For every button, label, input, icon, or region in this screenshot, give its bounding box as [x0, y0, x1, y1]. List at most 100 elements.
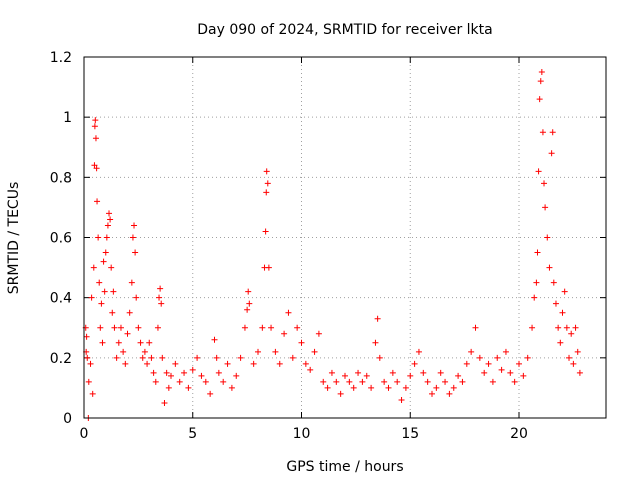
- data-point: [455, 372, 462, 379]
- data-point: [516, 360, 522, 367]
- data-point: [394, 378, 401, 385]
- data-point: [402, 384, 409, 391]
- data-point: [442, 378, 449, 385]
- data-point: [259, 324, 266, 331]
- data-point: [566, 354, 573, 361]
- data-point: [536, 96, 543, 103]
- data-point: [507, 369, 514, 376]
- x-tick-label: 20: [510, 426, 528, 442]
- y-tick-label: 0.2: [50, 351, 72, 367]
- data-point: [557, 339, 564, 346]
- data-point: [485, 360, 492, 367]
- data-point: [552, 300, 559, 307]
- data-point: [87, 360, 94, 367]
- data-point: [494, 354, 501, 361]
- data-point: [268, 324, 275, 331]
- y-axis-label: SRMTID / TECUs: [6, 182, 22, 295]
- axis-tick-labels: 0 5 10 15 20 0 0.2 0.4 0.6 0.8 1 1.2: [50, 50, 528, 442]
- data-point: [302, 360, 309, 367]
- data-point: [263, 168, 270, 175]
- data-point: [189, 366, 196, 373]
- data-point: [150, 369, 157, 376]
- x-axis-label: GPS time / hours: [286, 459, 403, 475]
- data-point: [124, 330, 131, 337]
- data-point: [289, 354, 296, 361]
- data-point: [538, 69, 545, 76]
- data-point: [104, 222, 111, 229]
- data-point: [91, 123, 98, 130]
- data-point: [415, 348, 422, 355]
- data-point: [355, 369, 362, 376]
- data-point: [141, 348, 148, 355]
- data-point: [220, 378, 227, 385]
- data-point: [337, 390, 344, 397]
- data-point: [437, 369, 444, 376]
- data-point: [211, 336, 218, 343]
- data-point: [381, 378, 388, 385]
- data-point: [572, 324, 579, 331]
- data-point: [498, 366, 505, 373]
- data-point: [385, 384, 392, 391]
- data-point: [544, 234, 551, 241]
- data-point: [265, 264, 272, 271]
- data-point: [472, 324, 479, 331]
- data-point: [102, 249, 109, 256]
- data-point: [246, 300, 253, 307]
- data-point: [108, 264, 115, 271]
- data-point: [115, 339, 122, 346]
- data-point: [446, 390, 453, 397]
- data-point: [137, 339, 144, 346]
- data-point: [535, 168, 542, 175]
- data-point: [481, 369, 488, 376]
- data-point: [84, 354, 91, 361]
- data-point: [524, 354, 531, 361]
- data-point: [531, 294, 538, 301]
- data-point: [122, 360, 129, 367]
- data-point: [307, 366, 314, 373]
- data-point: [546, 264, 553, 271]
- data-point: [215, 369, 222, 376]
- data-point: [262, 228, 269, 235]
- data-point: [90, 264, 97, 271]
- data-point: [433, 384, 440, 391]
- data-point: [233, 372, 240, 379]
- data-point: [101, 288, 108, 295]
- data-point: [264, 180, 271, 187]
- data-point: [95, 234, 102, 241]
- data-points: [82, 69, 583, 421]
- data-point: [250, 360, 257, 367]
- x-tick-label: 5: [188, 426, 197, 442]
- data-point: [529, 324, 536, 331]
- x-tick-label: 0: [80, 426, 89, 442]
- data-point: [420, 369, 427, 376]
- y-tick-label: 0.4: [50, 291, 72, 307]
- data-point: [144, 360, 151, 367]
- data-point: [539, 129, 546, 136]
- y-tick-label: 0.8: [50, 170, 72, 186]
- data-point: [237, 354, 244, 361]
- data-point: [131, 222, 138, 229]
- data-point: [135, 324, 142, 331]
- data-point: [159, 354, 166, 361]
- data-point: [398, 396, 405, 403]
- data-point: [346, 378, 353, 385]
- data-point: [245, 288, 252, 295]
- data-point: [328, 369, 335, 376]
- data-point: [376, 354, 383, 361]
- data-point: [568, 330, 575, 337]
- data-point: [311, 348, 318, 355]
- data-point: [148, 354, 155, 361]
- data-point: [534, 249, 541, 256]
- data-point: [320, 378, 327, 385]
- y-tick-label: 0: [63, 411, 72, 427]
- x-tick-label: 10: [293, 426, 311, 442]
- data-point: [224, 360, 231, 367]
- data-point: [549, 129, 556, 136]
- data-point: [533, 279, 540, 286]
- data-point: [99, 339, 106, 346]
- data-point: [574, 348, 581, 355]
- data-point: [550, 279, 557, 286]
- data-point: [165, 384, 172, 391]
- data-point: [576, 369, 583, 376]
- data-point: [154, 324, 161, 331]
